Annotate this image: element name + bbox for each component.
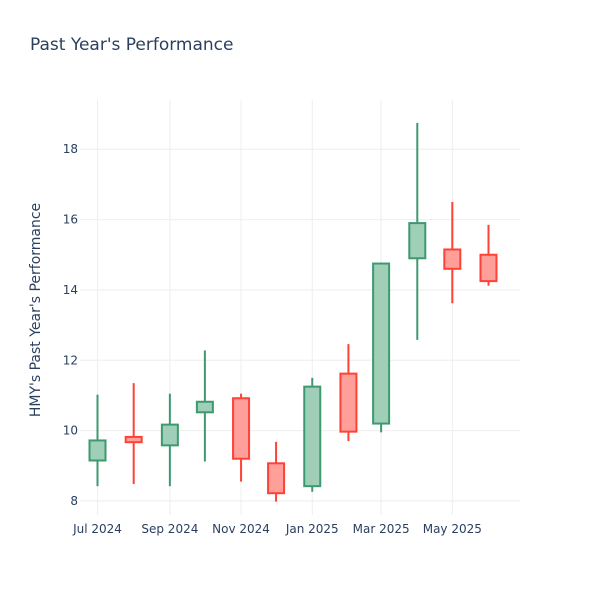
candle-body bbox=[303, 385, 322, 488]
chart-title: Past Year's Performance bbox=[30, 35, 234, 55]
y-tick-label: 12 bbox=[63, 353, 78, 367]
candle-body bbox=[88, 439, 107, 462]
candle-decreasing bbox=[267, 441, 286, 502]
y-tick-label: 10 bbox=[63, 424, 78, 438]
candle-body bbox=[232, 397, 251, 460]
candle-decreasing bbox=[443, 201, 462, 304]
candle-body bbox=[443, 248, 462, 270]
y-axis-label: HMY's Past Year's Performance bbox=[28, 203, 44, 417]
grid-lines bbox=[80, 100, 520, 515]
candle-decreasing bbox=[339, 344, 358, 442]
candle-increasing bbox=[303, 377, 322, 492]
candle-body bbox=[408, 222, 427, 260]
candle-body bbox=[267, 462, 286, 495]
candle-body bbox=[339, 372, 358, 433]
x-tick-label: Nov 2024 bbox=[212, 522, 270, 536]
candle-body bbox=[160, 423, 179, 447]
y-tick-label: 14 bbox=[63, 283, 78, 297]
x-tick-label: Mar 2025 bbox=[353, 522, 410, 536]
candle-decreasing bbox=[479, 224, 498, 286]
candle-increasing bbox=[195, 350, 214, 462]
x-tick-label: Jul 2024 bbox=[72, 522, 122, 536]
x-tick-label: Sep 2024 bbox=[141, 522, 198, 536]
candles bbox=[88, 122, 498, 502]
candle-increasing bbox=[88, 394, 107, 487]
candle-body bbox=[479, 253, 498, 283]
y-tick-label: 8 bbox=[70, 494, 78, 508]
candle-increasing bbox=[372, 262, 391, 433]
y-tick-label: 18 bbox=[63, 142, 78, 156]
candle-body bbox=[372, 262, 391, 425]
candle-decreasing bbox=[124, 383, 143, 485]
candle-decreasing bbox=[232, 393, 251, 482]
x-axis-ticks: Jul 2024 Sep 2024 Nov 2024 Jan 2025 Mar 2025… bbox=[72, 522, 482, 536]
y-axis-ticks: 8 10 12 14 16 18 bbox=[63, 142, 78, 508]
candle-increasing bbox=[160, 393, 179, 487]
candle-body bbox=[124, 435, 143, 444]
candle-body bbox=[195, 400, 214, 414]
x-tick-label: Jan 2025 bbox=[285, 522, 339, 536]
candle-increasing bbox=[408, 122, 427, 340]
x-tick-label: May 2025 bbox=[423, 522, 482, 536]
y-tick-label: 16 bbox=[63, 213, 78, 227]
